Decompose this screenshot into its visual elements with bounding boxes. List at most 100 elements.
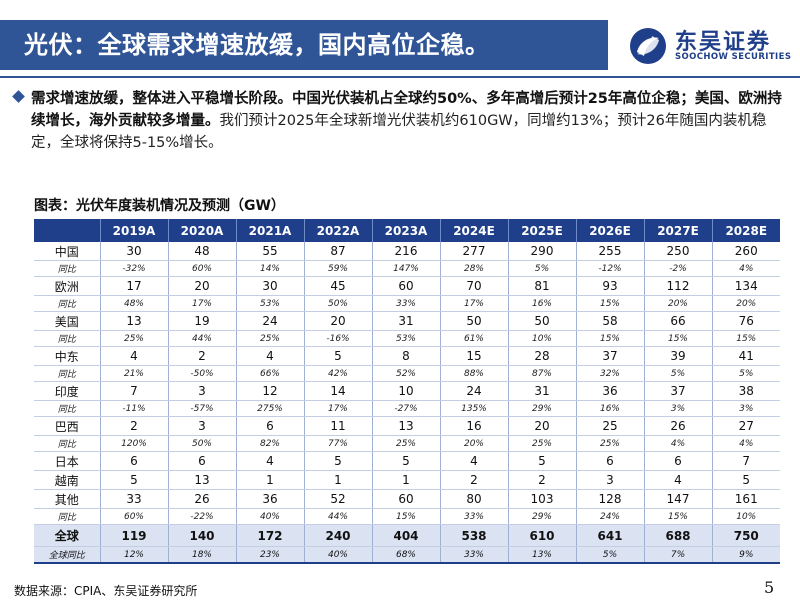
table-cell: 30	[99, 242, 168, 261]
logo-chinese-text: 东吴证券	[675, 30, 772, 55]
table-cell: 3%	[643, 400, 712, 417]
row-label-cell: 同比	[34, 365, 100, 382]
table-cell: 3	[575, 470, 644, 490]
table-cell: 20	[303, 311, 372, 331]
table-cell: 60%	[167, 260, 236, 277]
table-cell: 31	[507, 381, 576, 401]
row-label-cell: 同比	[34, 330, 100, 347]
row-label-cell: 中国	[34, 242, 100, 261]
table-cell: 77%	[303, 435, 372, 452]
table-cell: 6	[99, 451, 168, 471]
table-header-cell: 2025E	[507, 219, 576, 242]
table-cell: 17%	[167, 295, 236, 312]
table-cell: -50%	[167, 365, 236, 382]
table-cell: 40%	[303, 546, 372, 564]
table-row: 巴西 2 3 6 11 13 16 20 25 26 27	[34, 416, 780, 436]
table-cell: 9%	[711, 546, 780, 564]
table-cell: 29%	[507, 400, 576, 417]
table-cell: 4%	[643, 435, 712, 452]
table-cell: 26	[643, 416, 712, 436]
table-cell: 5%	[711, 365, 780, 382]
table-cell: 10%	[711, 508, 780, 525]
table-cell: 1	[235, 470, 304, 490]
table-cell: 140	[167, 524, 236, 547]
table-cell: 52	[303, 489, 372, 509]
table-cell: 10%	[507, 330, 576, 347]
table-cell: 36	[575, 381, 644, 401]
summary-bold-text: 需求增速放缓，整体进入平稳增长阶段。中国光伏装机占全球约50%、多年高增后预计2…	[31, 91, 782, 129]
table-cell: 24%	[575, 508, 644, 525]
table-cell: 128	[575, 489, 644, 509]
row-label-cell: 同比	[34, 260, 100, 277]
table-cell: 66	[643, 311, 712, 331]
table-cell: 103	[507, 489, 576, 509]
table-cell: 290	[507, 242, 576, 261]
table-cell: 33%	[439, 546, 508, 564]
table-cell: 44%	[167, 330, 236, 347]
table-cell: 26	[167, 489, 236, 509]
table-cell: 20%	[711, 295, 780, 312]
table-cell: -11%	[99, 400, 168, 417]
table-cell: 42%	[303, 365, 372, 382]
table-cell: 50	[439, 311, 508, 331]
table-cell: 2	[439, 470, 508, 490]
table-cell: 538	[439, 524, 508, 547]
table-cell: 48	[167, 242, 236, 261]
table-cell: 3%	[711, 400, 780, 417]
table-cell: 53%	[371, 330, 440, 347]
table-cell: 13%	[507, 546, 576, 564]
table-cell: 23%	[235, 546, 304, 564]
table-cell: 16%	[575, 400, 644, 417]
table-header-cell: 2024E	[439, 219, 508, 242]
table-cell: -27%	[371, 400, 440, 417]
table-row: 同比 60% -22% 40% 44% 15% 33% 29% 24% 15% 10%	[34, 508, 780, 525]
table-cell: 58	[575, 311, 644, 331]
table-cell: 25%	[507, 435, 576, 452]
table-header-cell: 2022A	[303, 219, 372, 242]
table-cell: 60	[371, 276, 440, 296]
table-cell: 81	[507, 276, 576, 296]
table-cell: 5%	[643, 365, 712, 382]
row-label-cell: 全球同比	[34, 546, 100, 564]
table-cell: 5	[371, 451, 440, 471]
table-header-row: 2019A 2020A 2021A 2022A 2023A 2024E 2025E 2026E…	[34, 219, 780, 242]
row-label-cell: 同比	[34, 508, 100, 525]
table-cell: 60	[371, 489, 440, 509]
table-cell: 240	[303, 524, 372, 547]
table-cell: 5%	[507, 260, 576, 277]
table-row: 同比 -32% 60% 14% 59% 147% 28% 5% -12% -2% 4%	[34, 260, 780, 277]
table-cell: 18%	[167, 546, 236, 564]
table-cell: 6	[575, 451, 644, 471]
title-bar: 光伏：全球需求增速放缓，国内高位企稳。	[0, 20, 608, 70]
pv-installation-table: 2019A 2020A 2021A 2022A 2023A 2024E 2025E 2026E…	[34, 219, 780, 564]
table-cell: 48%	[99, 295, 168, 312]
table-cell: 641	[575, 524, 644, 547]
table-header-cell: 2021A	[235, 219, 304, 242]
table-cell: 21%	[99, 365, 168, 382]
table-cell: 68%	[371, 546, 440, 564]
table-title: 图表：光伏年度装机情况及预测（GW）	[34, 198, 285, 214]
table-cell: 8	[371, 346, 440, 366]
table-cell: 610	[507, 524, 576, 547]
table-cell: -2%	[643, 260, 712, 277]
table-row: 中东 4 2 4 5 8 15 28 37 39 41	[34, 346, 780, 366]
table-cell: 4%	[711, 435, 780, 452]
header-divider	[0, 76, 800, 78]
table-cell: 59%	[303, 260, 372, 277]
table-cell: 7	[99, 381, 168, 401]
table-header-corner	[34, 219, 100, 242]
table-cell: 33%	[439, 508, 508, 525]
table-cell: 20%	[439, 435, 508, 452]
table-cell: 50	[507, 311, 576, 331]
table-cell: 2	[507, 470, 576, 490]
table-cell: 13	[167, 470, 236, 490]
table-cell: 32%	[575, 365, 644, 382]
table-cell: 16%	[507, 295, 576, 312]
table-cell: 15%	[575, 330, 644, 347]
table-cell: 45	[303, 276, 372, 296]
table-cell: 93	[575, 276, 644, 296]
table-header-cell: 2028E	[711, 219, 780, 242]
table-cell: 27	[711, 416, 780, 436]
table-cell: 119	[99, 524, 168, 547]
table-cell: 53%	[235, 295, 304, 312]
